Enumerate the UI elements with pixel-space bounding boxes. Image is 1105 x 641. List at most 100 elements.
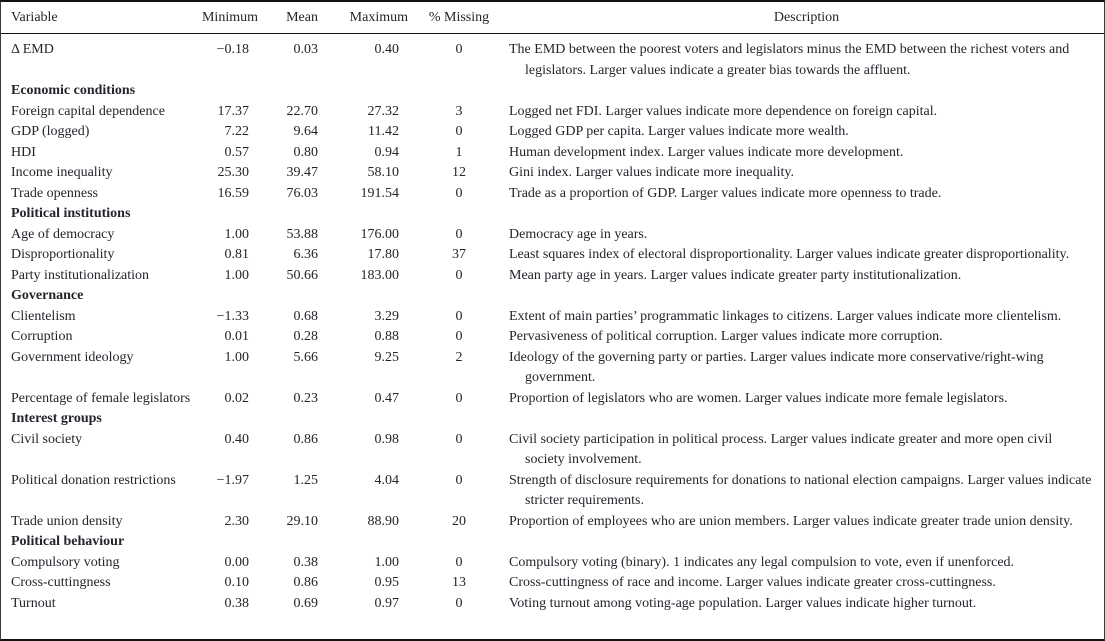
mean-cell: 6.36 (293, 247, 319, 262)
missing-cell: 3 (455, 103, 463, 119)
mean-cell: 0.69 (293, 595, 319, 611)
missing-cell: 13 (452, 575, 466, 590)
minimum-cell: 0.38 (224, 595, 250, 611)
variable-cell: Percentage of female legislators (11, 390, 191, 406)
column-header-missing: % Missing (409, 2, 509, 34)
minimum-cell: 1.00 (224, 226, 250, 242)
missing-cell: 0 (455, 431, 463, 447)
section-header-row: Political behaviour (1, 532, 1104, 553)
section-header-row: Political institutions (1, 204, 1104, 225)
table-row: Income inequality 25.30 39.47 58.10 12 Gini i… (1, 163, 1104, 184)
maximum-cell: 88.90 (367, 513, 400, 529)
minimum-cell: 0.02 (224, 390, 250, 406)
maximum-cell: 17.80 (367, 247, 400, 262)
missing-cell: 2 (455, 349, 463, 365)
table-row: Trade openness 16.59 76.03 191.54 0 Trade as … (1, 184, 1104, 205)
maximum-cell: 9.25 (374, 349, 400, 365)
missing-cell: 0 (455, 42, 463, 57)
minimum-cell: 0.01 (224, 329, 250, 344)
table-row: Foreign capital dependence 17.37 22.70 27.3… (1, 102, 1104, 123)
maximum-cell: 0.47 (374, 390, 400, 406)
description-cell: Logged net FDI. Larger values indicate m… (509, 103, 938, 119)
table-row: Government ideology 1.00 5.66 9.25 2 Ideology… (1, 348, 1104, 389)
mean-cell: 0.23 (293, 390, 319, 406)
missing-cell: 0 (455, 124, 463, 139)
maximum-cell: 0.98 (374, 431, 400, 447)
missing-cell: 37 (452, 247, 466, 262)
section-label: Economic conditions (11, 83, 136, 98)
description-cell: Pervasiveness of political corruption. L… (509, 329, 943, 344)
description-cell: Ideology of the governing party or parti… (509, 349, 1044, 386)
variable-cell: Government ideology (11, 349, 134, 365)
mean-cell: 0.68 (293, 308, 319, 324)
missing-cell: 0 (455, 554, 463, 570)
mean-cell: 50.66 (286, 267, 319, 283)
missing-cell: 0 (455, 472, 463, 488)
variable-cell: Cross-cuttingness (11, 575, 111, 590)
mean-cell: 22.70 (286, 103, 319, 119)
minimum-cell: 2.30 (224, 513, 250, 529)
table-header: Variable Minimum Mean Maximum % Missing … (1, 2, 1104, 34)
table-body: Δ EMD −0.18 0.03 0.40 0 The EMD between the p… (1, 34, 1104, 615)
missing-cell: 0 (455, 308, 463, 324)
maximum-cell: 176.00 (360, 226, 400, 242)
table-row: Cross-cuttingness 0.10 0.86 0.95 13 Cross-cut… (1, 573, 1104, 594)
mean-cell: 0.86 (293, 575, 319, 590)
section-header-row: Governance (1, 286, 1104, 307)
column-header-variable: Variable (1, 2, 196, 34)
description-cell: Cross-cuttingness of race and income. La… (509, 575, 996, 590)
mean-cell: 0.86 (293, 431, 319, 447)
variable-cell: Corruption (11, 329, 73, 344)
table-row: Percentage of female legislators 0.02 0.23… (1, 389, 1104, 410)
column-header-description: Description (509, 2, 1104, 34)
description-cell: Logged GDP per capita. Larger values ind… (509, 124, 849, 139)
variable-cell: Foreign capital dependence (11, 103, 165, 119)
table-row: Corruption 0.01 0.28 0.88 0 Pervasiveness of … (1, 327, 1104, 348)
table-row: HDI 0.57 0.80 0.94 1 Human development index.… (1, 143, 1104, 164)
variable-cell: Political donation restrictions (11, 472, 176, 488)
description-cell: Strength of disclosure requirements for … (509, 472, 1092, 509)
minimum-cell: 0.81 (224, 247, 250, 262)
table-row: Turnout 0.38 0.69 0.97 0 Voting turnout among… (1, 594, 1104, 615)
minimum-cell: −1.97 (216, 472, 249, 488)
missing-cell: 0 (455, 267, 463, 283)
minimum-cell: 25.30 (217, 165, 250, 180)
maximum-cell: 1.00 (374, 554, 400, 570)
maximum-cell: 0.88 (374, 329, 400, 344)
table-row: Trade union density 2.30 29.10 88.90 20 Propo… (1, 512, 1104, 533)
section-label: Political institutions (11, 206, 131, 221)
variable-cell: Income inequality (11, 165, 113, 180)
variable-cell: Δ EMD (11, 42, 54, 57)
minimum-cell: 1.00 (224, 349, 250, 365)
mean-cell: 0.80 (293, 144, 319, 160)
section-header-row: Economic conditions (1, 81, 1104, 102)
variable-cell: Trade union density (11, 513, 123, 529)
header-row: Variable Minimum Mean Maximum % Missing … (1, 2, 1104, 34)
table-row: Clientelism −1.33 0.68 3.29 0 Extent of main … (1, 307, 1104, 328)
missing-cell: 20 (452, 513, 466, 529)
variable-cell: GDP (logged) (11, 124, 90, 139)
table-row: Disproportionality 0.81 6.36 17.80 37 Least s… (1, 245, 1104, 266)
mean-cell: 0.38 (293, 554, 319, 570)
description-cell: The EMD between the poorest voters and l… (509, 42, 1070, 78)
minimum-cell: 7.22 (224, 124, 250, 139)
maximum-cell: 4.04 (374, 472, 400, 488)
table-row: Civil society 0.40 0.86 0.98 0 Civil society … (1, 430, 1104, 471)
mean-cell: 39.47 (286, 165, 319, 180)
description-cell: Voting turnout among voting-age populati… (509, 595, 977, 611)
variable-cell: Party institutionalization (11, 267, 150, 283)
minimum-cell: −0.18 (216, 42, 249, 57)
missing-cell: 0 (455, 185, 463, 201)
maximum-cell: 0.97 (374, 595, 400, 611)
mean-cell: 0.28 (293, 329, 319, 344)
minimum-cell: 16.59 (217, 185, 250, 201)
description-cell: Democracy age in years. (509, 226, 648, 242)
description-cell: Mean party age in years. Larger values i… (509, 267, 962, 283)
variable-cell: Clientelism (11, 308, 76, 324)
minimum-cell: 0.00 (224, 554, 250, 570)
mean-cell: 9.64 (293, 124, 319, 139)
mean-cell: 5.66 (293, 349, 319, 365)
missing-cell: 0 (455, 329, 463, 344)
maximum-cell: 58.10 (367, 165, 400, 180)
